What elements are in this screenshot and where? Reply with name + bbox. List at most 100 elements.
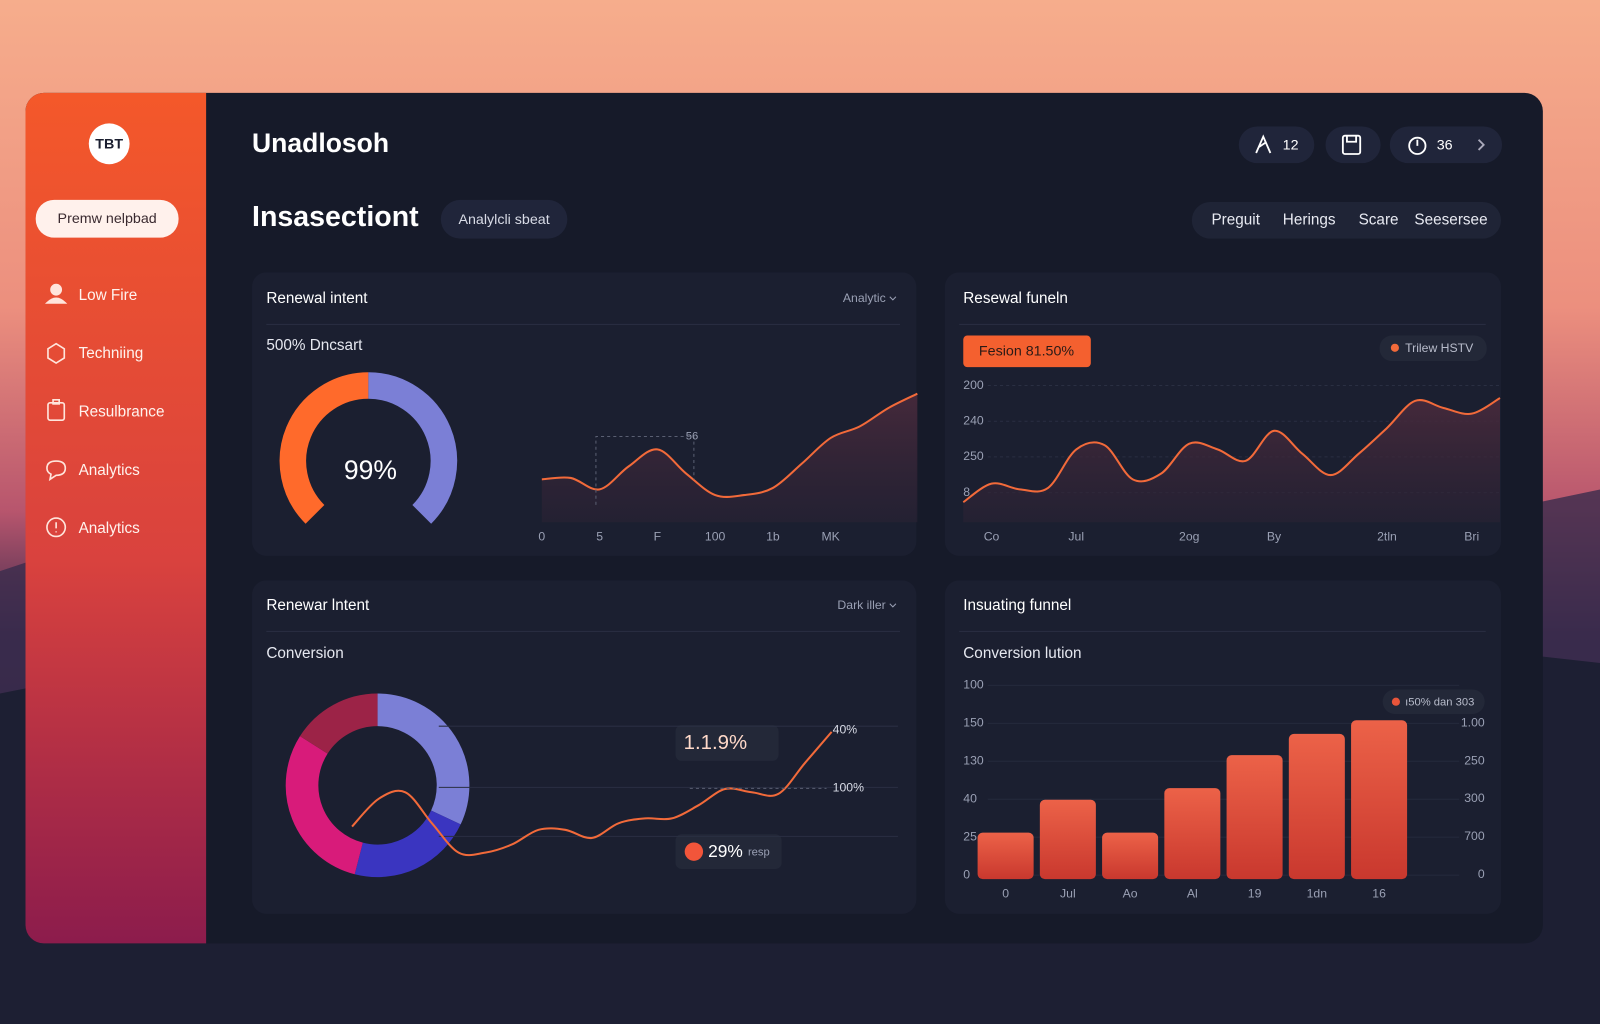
x-label: 16 <box>1372 887 1386 901</box>
nav-item: Low Fire <box>79 287 138 304</box>
panel-title: Renewar lntent <box>266 597 370 614</box>
nav-item: Analytics <box>79 462 141 479</box>
bar <box>1164 788 1221 880</box>
ring-segment <box>367 372 458 524</box>
legend-box <box>1382 689 1485 714</box>
dividers <box>266 323 1486 632</box>
sidebar <box>25 92 207 944</box>
callout-box <box>675 725 779 761</box>
panel-title: Renewal intent <box>266 290 368 307</box>
line <box>541 392 918 498</box>
ring-segment <box>279 372 369 524</box>
bar <box>977 832 1034 880</box>
y-label: 200 <box>963 378 984 392</box>
section-title: Insasectiont <box>252 201 419 233</box>
callout: 1.1.9% <box>684 732 747 754</box>
page-title: Unadlosoh <box>252 128 389 158</box>
x-label: MK <box>822 530 841 544</box>
y2-label: 250 <box>1464 753 1485 767</box>
annotation: 56 <box>686 430 698 442</box>
nav-icons <box>44 283 68 538</box>
y-label: 100 <box>963 678 984 692</box>
x-label: 5 <box>596 530 603 544</box>
line <box>962 397 1501 504</box>
x-label: 0 <box>538 530 545 544</box>
nav-item: Techniing <box>79 345 144 362</box>
right-label: 40% <box>833 722 858 736</box>
nav-item: Analytics <box>79 520 141 537</box>
panel-title: Resewal funeln <box>963 290 1068 307</box>
header-pills <box>1238 126 1503 164</box>
tab: Herings <box>1283 211 1336 228</box>
center-label: 99% <box>344 455 397 485</box>
panel-title: Insuating funnel <box>963 597 1071 614</box>
bar <box>1102 832 1159 880</box>
panel-menu[interactable]: Analytic <box>843 291 886 305</box>
bar <box>1039 799 1096 880</box>
panel-subtitle: Conversion <box>266 645 343 662</box>
legend-value: 29% <box>708 841 743 861</box>
menu-caret[interactable] <box>889 603 897 608</box>
tab: Seesersee <box>1414 211 1487 228</box>
badge <box>440 199 568 239</box>
pill[interactable] <box>1325 126 1381 164</box>
bar <box>1226 755 1283 880</box>
ring-segment <box>354 809 461 878</box>
panel-menu[interactable]: Dark iller <box>837 598 885 612</box>
legend-box <box>1379 335 1487 362</box>
sidebar-button[interactable] <box>35 199 179 238</box>
legend-dot <box>1391 697 1400 706</box>
y-label: 8 <box>963 485 970 499</box>
legend-dot <box>684 842 704 861</box>
y-label: 150 <box>963 716 984 730</box>
x-label: Ao <box>1123 887 1138 901</box>
x-label: F <box>654 530 661 544</box>
panel-subtitle: 500% Dncsart <box>266 337 363 354</box>
x-label: Co <box>984 530 1000 544</box>
annotation-guide <box>595 436 695 505</box>
pill[interactable] <box>1238 126 1315 164</box>
area <box>963 397 1500 523</box>
ring-segment <box>376 693 470 825</box>
panel-subtitle: Conversion lution <box>963 645 1081 662</box>
badge <box>963 335 1091 368</box>
tab: Preguit <box>1211 211 1260 228</box>
badge-label: Analylcli sbeat <box>458 212 549 228</box>
count: 36 <box>1437 138 1453 154</box>
legend-label: resp <box>748 847 770 859</box>
badge-label: Fesion 81.50% <box>979 344 1075 360</box>
x-label: 2tln <box>1377 530 1397 544</box>
y-label: 40 <box>963 791 977 805</box>
menu-caret[interactable] <box>889 296 897 301</box>
y-label: 130 <box>963 754 984 768</box>
x-label: Al <box>1187 887 1198 901</box>
x-label: By <box>1267 530 1282 544</box>
logo-text: TBT <box>95 137 123 153</box>
tab: Scare <box>1359 211 1399 228</box>
x-label: 1dn <box>1307 887 1328 901</box>
y2-label: 700 <box>1464 829 1485 843</box>
tabs <box>1191 201 1502 239</box>
right-label: 100% <box>833 781 864 795</box>
y-label: 250 <box>963 449 984 463</box>
bar <box>1288 733 1345 880</box>
legend-label: Trilew HSTV <box>1405 341 1474 355</box>
panel <box>252 272 917 556</box>
x-label: Jul <box>1060 887 1076 901</box>
ring-segment <box>300 693 379 755</box>
y2-label: 300 <box>1464 791 1485 805</box>
x-label: 19 <box>1248 887 1262 901</box>
x-label: 0 <box>1002 887 1009 901</box>
count: 12 <box>1283 138 1299 154</box>
y-label: 0 <box>963 867 970 881</box>
x-label: Bri <box>1464 530 1479 544</box>
bar <box>1351 720 1408 880</box>
legend-dot <box>1390 343 1399 352</box>
nav-item: Resulbrance <box>79 404 165 421</box>
legend-label: ı50% dan 303 <box>1405 697 1474 709</box>
x-label: 2og <box>1179 530 1200 544</box>
y-label: 25 <box>963 829 977 843</box>
logo <box>88 123 130 165</box>
